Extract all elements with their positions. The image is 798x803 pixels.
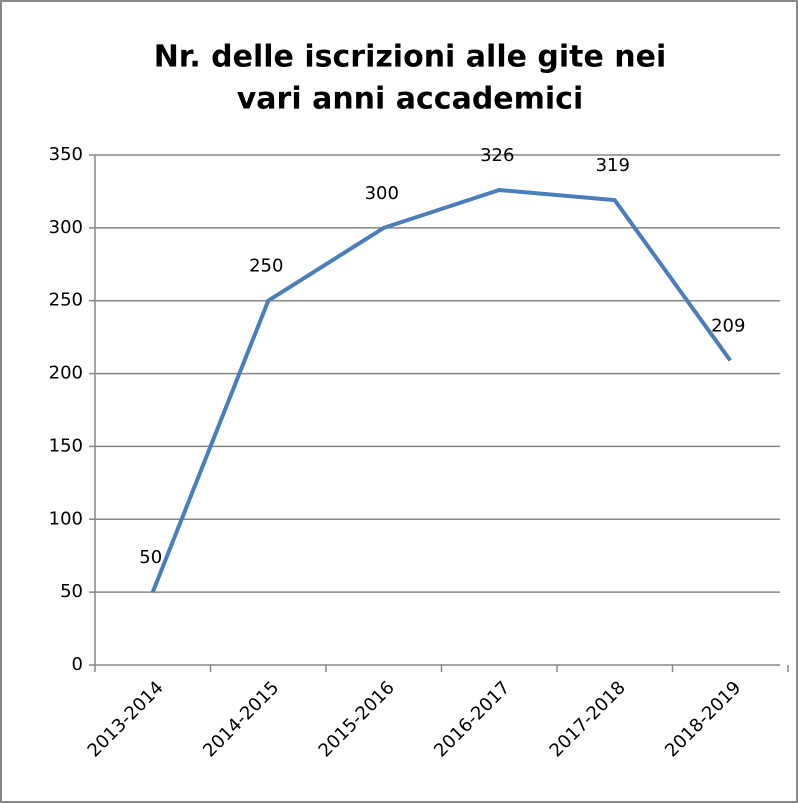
y-tick-label: 150 [49,435,83,456]
chart-title: Nr. delle iscrizioni alle gite nei [154,40,667,75]
data-label: 209 [711,315,745,336]
data-label: 50 [139,547,162,568]
y-tick-label: 250 [49,290,83,311]
y-tick-label: 0 [72,654,83,675]
chart-title: vari anni accademici [237,82,584,117]
data-label: 319 [596,155,630,176]
y-tick-label: 100 [49,508,83,529]
y-tick-label: 300 [49,217,83,238]
data-label: 326 [480,145,514,166]
y-tick-label: 200 [49,363,83,384]
data-label: 250 [249,256,283,277]
line [150,187,732,593]
y-tick-label: 350 [49,144,83,165]
data-label: 300 [365,183,399,204]
y-tick-label: 50 [60,581,83,602]
